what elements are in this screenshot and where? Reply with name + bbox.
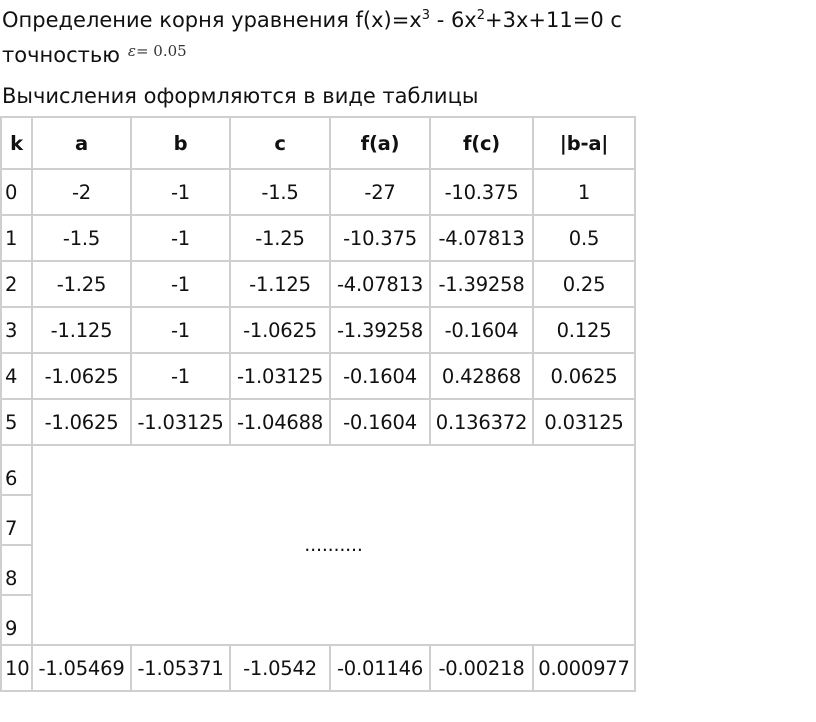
table-cell: -4.07813 [329, 260, 431, 308]
table-cell: 0.0625 [532, 352, 636, 400]
table-row: 3 -1.125 -1 -1.0625 -1.39258 -0.1604 0.125 [0, 306, 636, 354]
table-cell: 0.000977 [532, 644, 636, 692]
header-a: a [31, 116, 132, 170]
table-cell: -10.375 [329, 214, 431, 262]
table-cell: 0.42868 [429, 352, 534, 400]
epsilon-symbol: ε [127, 42, 136, 60]
table-cell: -1.125 [31, 306, 132, 354]
table-row-skipped: 7 [0, 494, 635, 546]
table-row: 10 -1.05469 -1.05371 -1.0542 -0.01146 -0.0021… [0, 644, 636, 692]
header-abs-diff: |b-a| [532, 116, 636, 170]
table-cell: -27 [329, 168, 431, 216]
table-cell: -1.0542 [229, 644, 331, 692]
epsilon-value: = 0.05 [135, 42, 187, 60]
table-cell: 0.136372 [429, 398, 534, 446]
title-text: +3x+11=0 с [485, 8, 622, 32]
epsilon-formula: ε= 0.05 [128, 42, 187, 60]
header-row: k a b c f(a) f(c) |b-a| [0, 116, 636, 170]
table-cell: -1.5 [229, 168, 331, 216]
title-text: Определение корня уравнения f(x)=x [2, 8, 422, 32]
table-cell: -1.25 [31, 260, 132, 308]
header-k: k [0, 116, 33, 170]
table-cell: 5 [0, 398, 33, 446]
table-cell: 0.125 [532, 306, 636, 354]
table-cell: -0.00218 [429, 644, 534, 692]
table-cell: -1 [130, 214, 231, 262]
table-caption: Вычисления оформляются в виде таблицы [2, 84, 479, 108]
table-cell: 2 [0, 260, 33, 308]
table-cell: 1 [532, 168, 636, 216]
table-cell: 10 [0, 644, 33, 692]
table-cell: -0.1604 [329, 398, 431, 446]
table-cell: -1.0625 [31, 352, 132, 400]
table-row: 2 -1.25 -1 -1.125 -4.07813 -1.39258 0.25 [0, 260, 636, 308]
table-cell: -1.03125 [229, 352, 331, 400]
precision-label: точностью [2, 43, 120, 67]
table-cell: -1.04688 [229, 398, 331, 446]
table-cell: 0 [0, 168, 33, 216]
table-cell: -1.39258 [329, 306, 431, 354]
table-row: 4 -1.0625 -1 -1.03125 -0.1604 0.42868 0.0625 [0, 352, 636, 400]
table-cell: -1.0625 [229, 306, 331, 354]
table-cell: 1 [0, 214, 33, 262]
table-cell: 0.5 [532, 214, 636, 262]
table-cell: -0.1604 [329, 352, 431, 400]
table-cell: -1.125 [229, 260, 331, 308]
table-cell: -10.375 [429, 168, 534, 216]
exponent: 2 [476, 8, 486, 23]
table-cell: 6 [0, 444, 33, 496]
table-cell: 9 [0, 594, 33, 646]
table-cell: -1.05371 [130, 644, 231, 692]
table-cell: -1 [130, 260, 231, 308]
bisection-table: k a b c f(a) f(c) |b-a| 0 -2 -1 -1.5 -27 -10.… [0, 116, 636, 692]
table-cell: -1.5 [31, 214, 132, 262]
table-row: 1 -1.5 -1 -1.25 -10.375 -4.07813 0.5 [0, 214, 636, 262]
header-c: c [229, 116, 331, 170]
table-cell: 0.03125 [532, 398, 636, 446]
table-cell: 8 [0, 544, 33, 596]
table-cell: 0.25 [532, 260, 636, 308]
table-cell: -0.1604 [429, 306, 534, 354]
table-cell: -1 [130, 306, 231, 354]
header-b: b [130, 116, 231, 170]
table-cell: 4 [0, 352, 33, 400]
table-cell: 3 [0, 306, 33, 354]
table-cell: -1.03125 [130, 398, 231, 446]
table-row: 0 -2 -1 -1.5 -27 -10.375 1 [0, 168, 636, 216]
table-row-skipped: 6.......... [0, 444, 636, 646]
table-row: 5 -1.0625 -1.03125 -1.04688 -0.1604 0.136372 0… [0, 398, 636, 446]
table-cell: -1.25 [229, 214, 331, 262]
title-text: - 6x [430, 8, 477, 32]
table-row-skipped: 9 [0, 594, 635, 646]
table-cell: 7 [0, 494, 33, 546]
table-row-skipped: 8 [0, 544, 635, 596]
precision-line: точностью ε= 0.05 [2, 42, 187, 67]
table-cell: -4.07813 [429, 214, 534, 262]
header-fa: f(a) [329, 116, 431, 170]
table-cell: -2 [31, 168, 132, 216]
table-cell: -1.05469 [31, 644, 132, 692]
ellipsis-cell: .......... [31, 444, 636, 646]
header-fc: f(c) [429, 116, 534, 170]
exponent: 3 [421, 8, 431, 23]
table-cell: -1 [130, 352, 231, 400]
table-cell: -1.39258 [429, 260, 534, 308]
table-cell: -1.0625 [31, 398, 132, 446]
equation-title: Определение корня уравнения f(x)=x3 - 6x… [2, 8, 622, 32]
table-cell: -1 [130, 168, 231, 216]
table-cell: -0.01146 [329, 644, 431, 692]
